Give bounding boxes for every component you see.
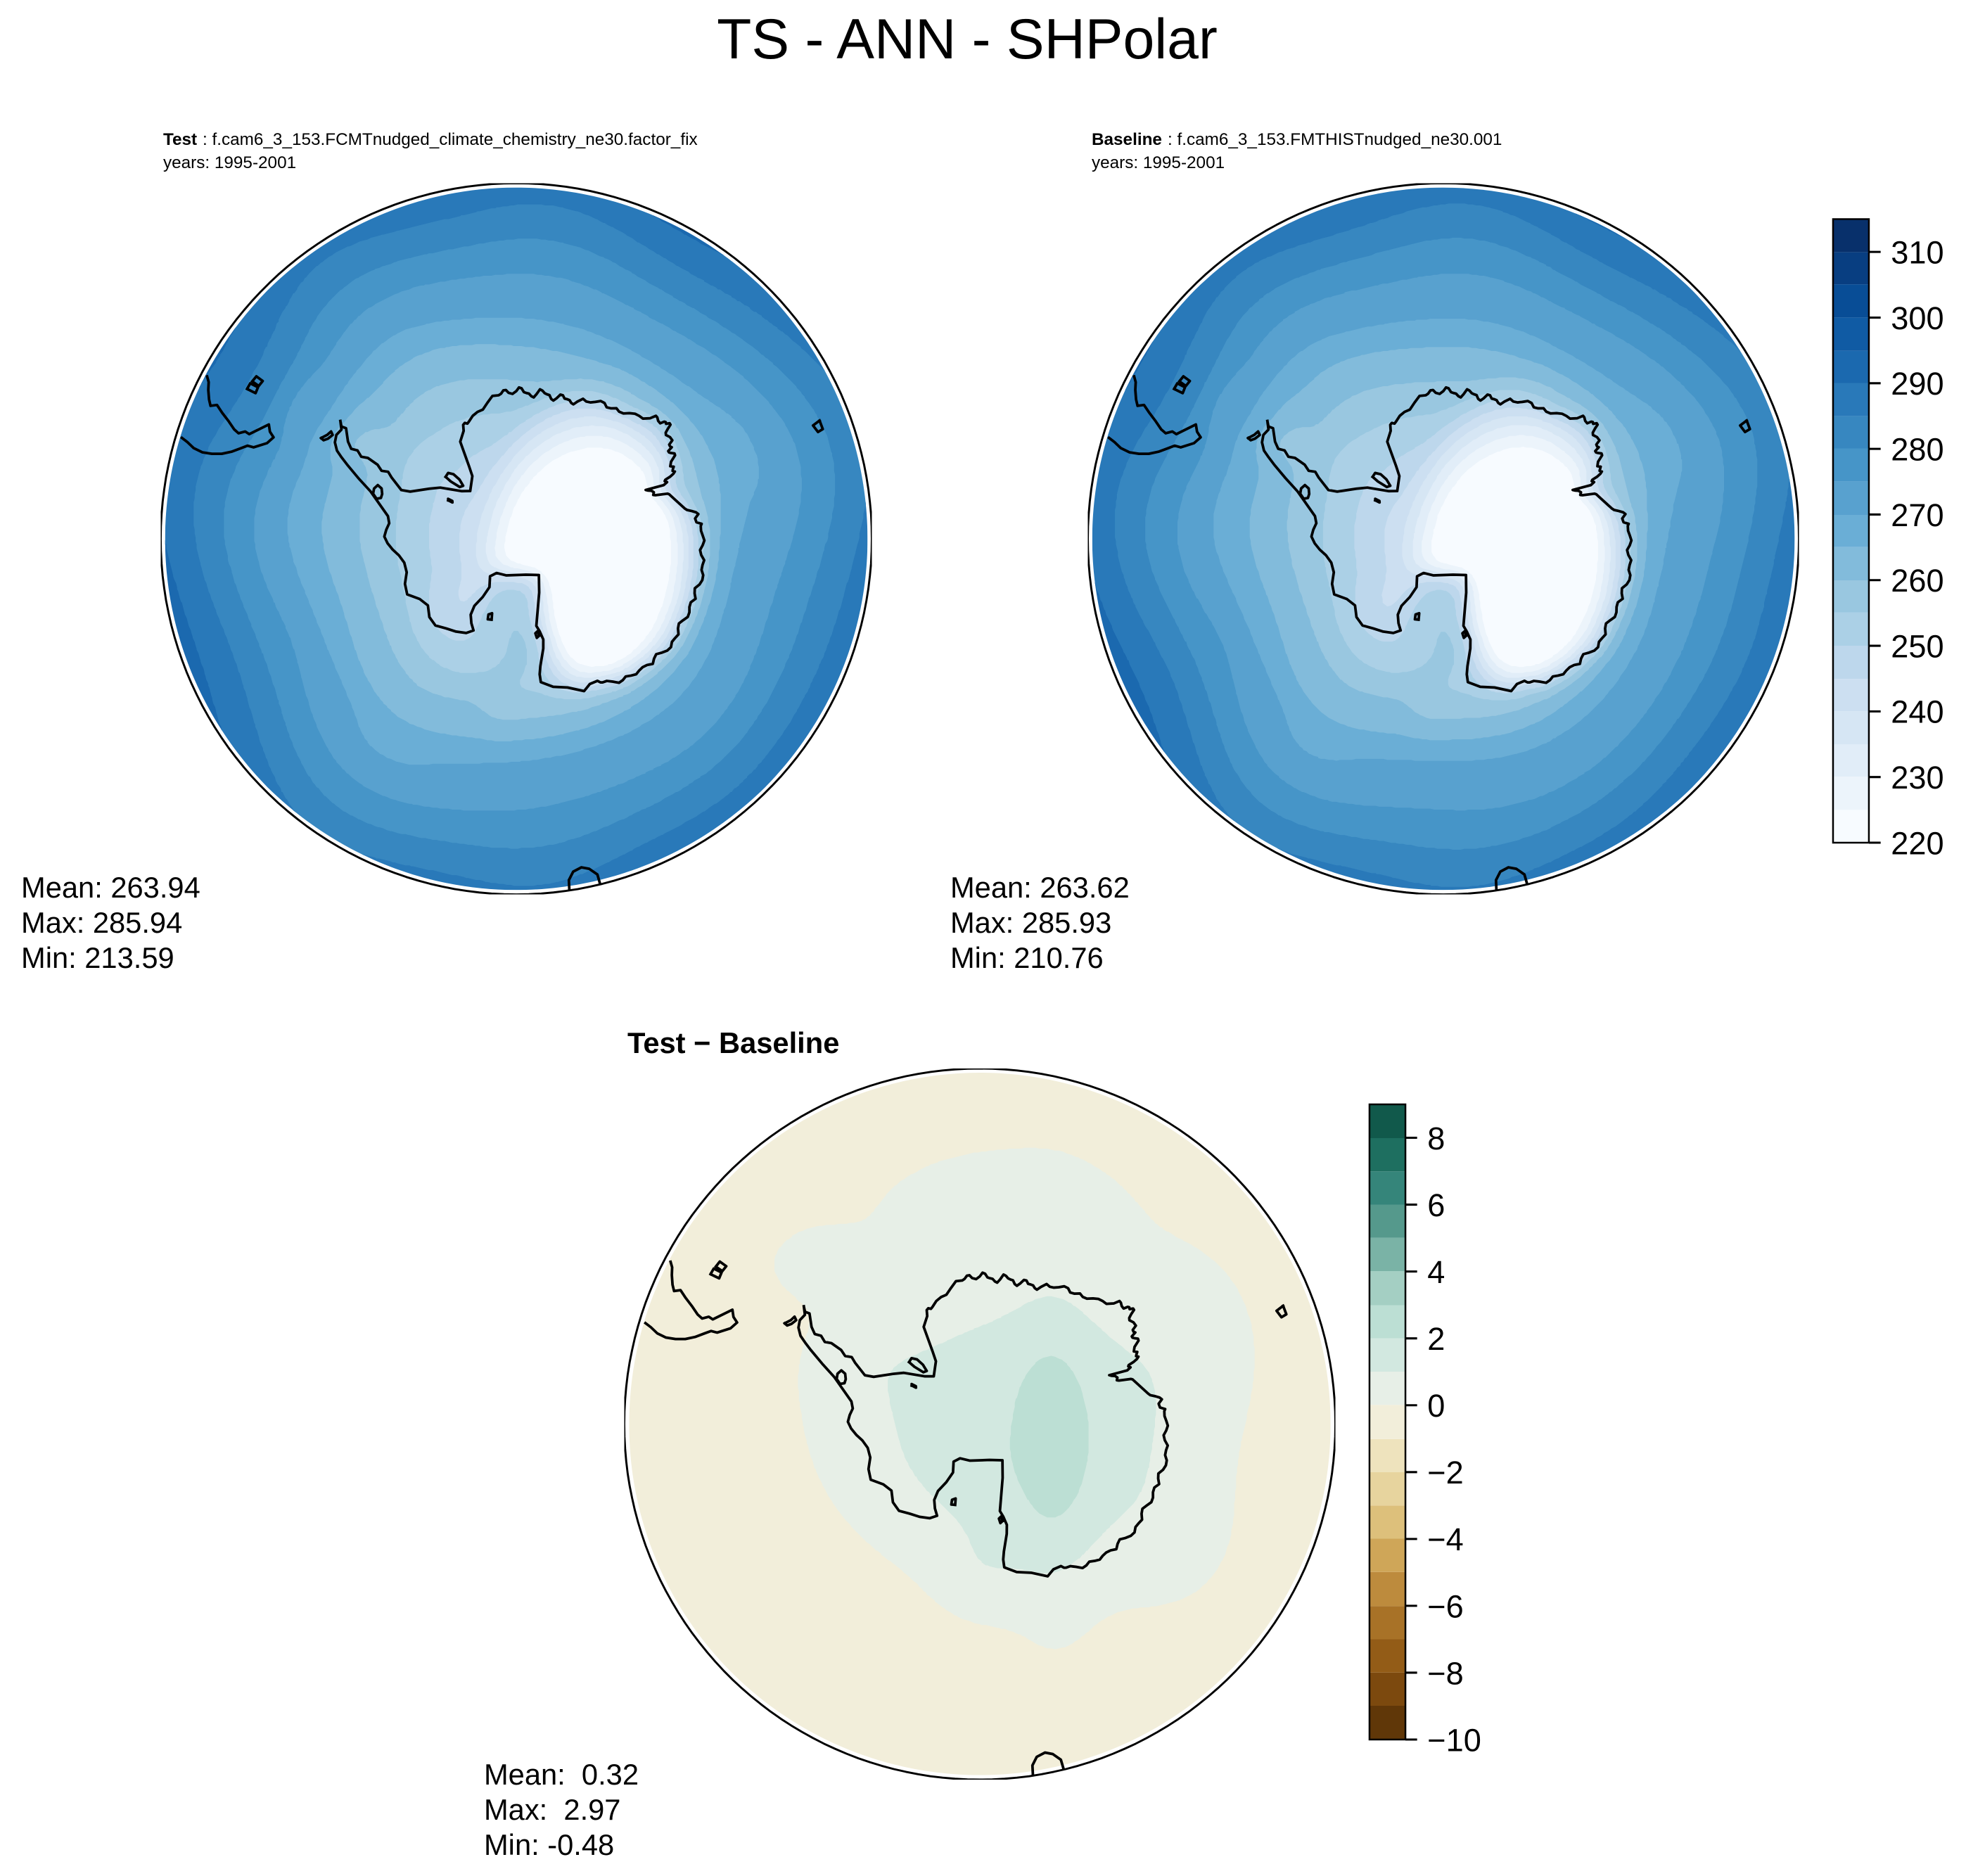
svg-text:2: 2 [1427, 1321, 1445, 1357]
svg-text:230: 230 [1891, 760, 1943, 796]
svg-text:−4: −4 [1427, 1521, 1463, 1557]
svg-text:−2: −2 [1427, 1455, 1463, 1491]
svg-text:8: 8 [1427, 1121, 1445, 1156]
svg-text:Test: Test [163, 130, 197, 149]
svg-text:Test − Baseline: Test − Baseline [627, 1026, 839, 1059]
svg-text:−6: −6 [1427, 1588, 1463, 1624]
svg-text:290: 290 [1891, 366, 1943, 402]
svg-text:: f.cam6_3_153.FMTHISTnudged_n: : f.cam6_3_153.FMTHISTnudged_ne30.001 [1168, 130, 1502, 149]
svg-text:years: 1995-2001: years: 1995-2001 [1092, 153, 1225, 172]
svg-text:270: 270 [1891, 497, 1943, 533]
svg-text:Max: 285.93: Max: 285.93 [950, 906, 1111, 939]
svg-text:TS - ANN - SHPolar: TS - ANN - SHPolar [717, 8, 1218, 71]
svg-text:4: 4 [1427, 1254, 1445, 1290]
svg-text:0: 0 [1427, 1388, 1445, 1424]
svg-text:240: 240 [1891, 694, 1943, 730]
svg-text:Mean: 0.32: Mean: 0.32 [484, 1758, 639, 1791]
svg-text:6: 6 [1427, 1187, 1445, 1223]
svg-text:260: 260 [1891, 563, 1943, 599]
svg-text:Mean: 263.94: Mean: 263.94 [21, 871, 200, 904]
svg-text:Min: 210.76: Min: 210.76 [950, 941, 1104, 974]
svg-text:Min: 213.59: Min: 213.59 [21, 941, 174, 974]
svg-text:years: 1995-2001: years: 1995-2001 [163, 153, 296, 172]
svg-text:Max: 2.97: Max: 2.97 [484, 1793, 621, 1826]
svg-text:−10: −10 [1427, 1722, 1481, 1758]
svg-text:220: 220 [1891, 825, 1943, 861]
svg-text:300: 300 [1891, 300, 1943, 336]
svg-text:−8: −8 [1427, 1655, 1463, 1691]
svg-text:: f.cam6_3_153.FCMTnudged_clim: : f.cam6_3_153.FCMTnudged_climate_chemis… [203, 130, 698, 149]
svg-text:Baseline: Baseline [1092, 130, 1162, 149]
svg-text:280: 280 [1891, 431, 1943, 467]
svg-text:Min: -0.48: Min: -0.48 [484, 1828, 614, 1861]
svg-text:Max: 285.94: Max: 285.94 [21, 906, 182, 939]
svg-text:Mean: 263.62: Mean: 263.62 [950, 871, 1130, 904]
svg-text:310: 310 [1891, 235, 1943, 271]
svg-text:250: 250 [1891, 628, 1943, 664]
